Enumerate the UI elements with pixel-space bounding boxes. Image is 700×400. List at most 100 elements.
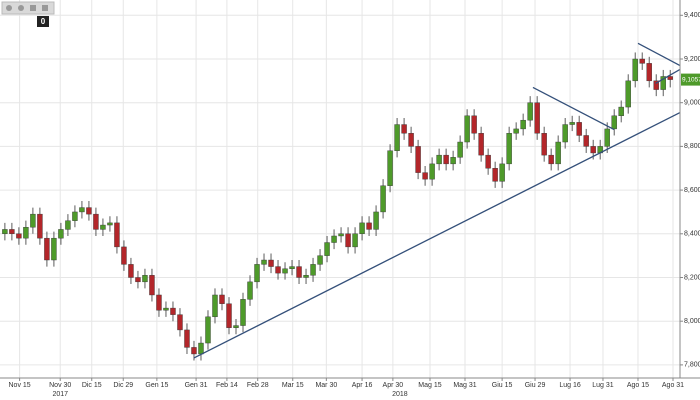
candle-body: [86, 207, 92, 215]
candle-body: [590, 146, 596, 154]
candle-body: [282, 268, 288, 274]
x-tick-label: Mag 15: [418, 382, 441, 389]
x-tick-label: Dic 29: [113, 382, 133, 389]
candle-body: [352, 233, 358, 248]
toolbar-bar: [1, 1, 55, 15]
candle-body: [212, 294, 218, 318]
candle-body: [527, 102, 533, 121]
toolbar: 0: [1, 1, 55, 27]
counter: 0: [41, 17, 46, 26]
candle-body: [296, 266, 302, 278]
candle-body: [429, 163, 435, 180]
candle-body: [16, 233, 22, 239]
candle-body: [51, 237, 57, 261]
candle-body: [338, 233, 344, 237]
y-tick-label: 8,0000: [684, 318, 700, 325]
candle-body: [513, 128, 519, 134]
candle-body: [394, 124, 400, 151]
trendline: [637, 42, 681, 67]
candle-body: [170, 307, 176, 315]
candle-body: [583, 135, 589, 147]
x-tick-label: Giu 15: [492, 382, 513, 389]
candle-body: [219, 294, 225, 304]
counter-box[interactable]: [37, 16, 49, 27]
year-label: 2017: [52, 391, 68, 398]
candle-body: [401, 124, 407, 134]
candle-body: [23, 227, 29, 239]
y-tick-label: 8,2000: [684, 274, 700, 281]
x-tick-label: Mar 30: [315, 382, 337, 389]
candle-body: [387, 150, 393, 186]
candle-body: [240, 299, 246, 326]
y-tick-label: 9,0000: [684, 100, 700, 107]
candle-body: [37, 213, 43, 239]
candle-body: [184, 329, 190, 348]
candle-body: [415, 146, 421, 173]
x-tick-label: Nov 15: [9, 382, 31, 389]
candle-body: [254, 264, 260, 283]
candle-body: [58, 229, 64, 239]
candle-body: [471, 115, 477, 134]
candle-body: [44, 237, 50, 261]
trendline: [532, 86, 615, 131]
candle-body: [310, 264, 316, 276]
candle-body: [198, 342, 204, 355]
candle-body: [457, 141, 463, 158]
y-tick-label: 9,4000: [684, 12, 700, 19]
tool-icon[interactable]: [42, 5, 48, 11]
candle-body: [226, 303, 232, 328]
candle-body: [653, 80, 659, 90]
candle-body: [380, 185, 386, 213]
x-tick-label: Giu 29: [525, 382, 546, 389]
candle-body: [331, 235, 337, 243]
candle-body: [632, 58, 638, 82]
x-tick-label: Lug 16: [559, 382, 581, 389]
candle-body: [289, 266, 295, 269]
candle-body: [625, 80, 631, 108]
candle-body: [233, 325, 239, 328]
candle-body: [660, 76, 666, 90]
last-price-box: [681, 73, 700, 86]
candle-body: [373, 211, 379, 230]
x-tick-label: Mar 15: [282, 382, 304, 389]
candle-body: [576, 122, 582, 136]
candle-body: [142, 275, 148, 283]
candle-body: [499, 163, 505, 182]
candle-body: [177, 314, 183, 331]
candle-body: [261, 259, 267, 265]
candle-body: [485, 154, 491, 169]
candle-body: [604, 128, 610, 147]
x-tick-label: Mag 31: [453, 382, 476, 389]
tool-icon[interactable]: [6, 5, 12, 11]
tool-icon[interactable]: [30, 5, 36, 11]
trendline: [193, 111, 681, 359]
grid: [0, 0, 680, 378]
x-tick-label: Ago 15: [627, 382, 649, 389]
candle-body: [135, 277, 141, 283]
candle-body: [79, 207, 85, 213]
candle-body: [562, 124, 568, 143]
x-tick-label: Apr 16: [352, 382, 373, 389]
candle-body: [275, 266, 281, 274]
x-tick-label: Gen 31: [185, 382, 208, 389]
y-tick-label: 7,8000: [684, 362, 700, 369]
candle-body: [436, 154, 442, 165]
x-tick-label: Feb 14: [216, 382, 238, 389]
candle-body: [555, 141, 561, 165]
y-tick-label: 8,4000: [684, 231, 700, 238]
x-tick-label: Apr 30: [383, 382, 404, 389]
candle-body: [303, 275, 309, 278]
candle-body: [478, 133, 484, 156]
candle-body: [65, 220, 71, 230]
candle-body: [443, 154, 449, 165]
y-tick-label: 8,8000: [684, 143, 700, 150]
y-tick-label: 8,6000: [684, 187, 700, 194]
candle-body: [464, 115, 470, 143]
tool-icon[interactable]: [18, 5, 24, 11]
candle-body: [191, 347, 197, 355]
axes: 7,8000 8,0000 8,2000 8,4000 8,6000 8,8000 9,00…: [9, 12, 700, 398]
candle-body: [114, 222, 120, 248]
candle-body: [121, 246, 127, 265]
candle-body: [366, 222, 372, 230]
